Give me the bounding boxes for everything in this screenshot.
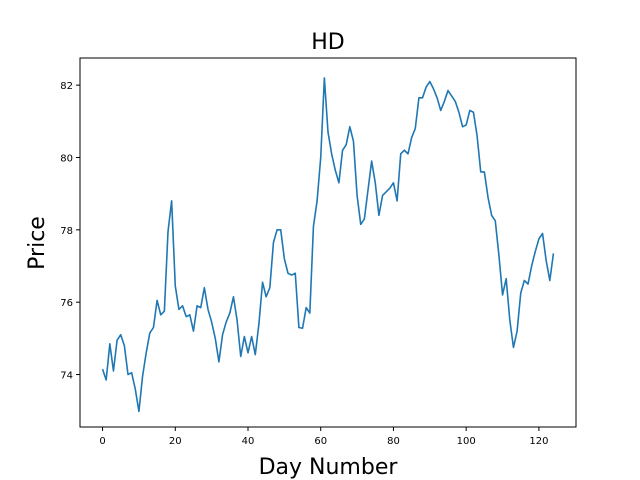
x-tick-label: 20 [169,436,182,447]
x-axis-ticks: 0 20 40 60 80 100 120 [99,427,548,447]
x-tick-label: 80 [387,436,400,447]
x-tick-label: 120 [529,436,548,447]
plot-area-frame [79,57,577,428]
y-tick-label: 82 [60,81,73,92]
x-tick-label: 60 [314,436,327,447]
y-tick-label: 80 [60,153,73,164]
series-line-hd [101,77,555,413]
x-axis-label: Day Number [259,455,399,480]
series-group [101,77,555,413]
y-axis-ticks: 74 76 78 80 82 [60,81,80,382]
y-axis-label: Price [25,216,50,270]
x-tick-label: 0 [99,436,105,447]
y-tick-label: 76 [60,298,73,309]
x-tick-label: 40 [242,436,255,447]
chart-title: HD [311,30,344,55]
y-tick-label: 74 [60,371,73,382]
x-tick-label: 100 [457,436,476,447]
y-tick-label: 78 [60,226,73,237]
